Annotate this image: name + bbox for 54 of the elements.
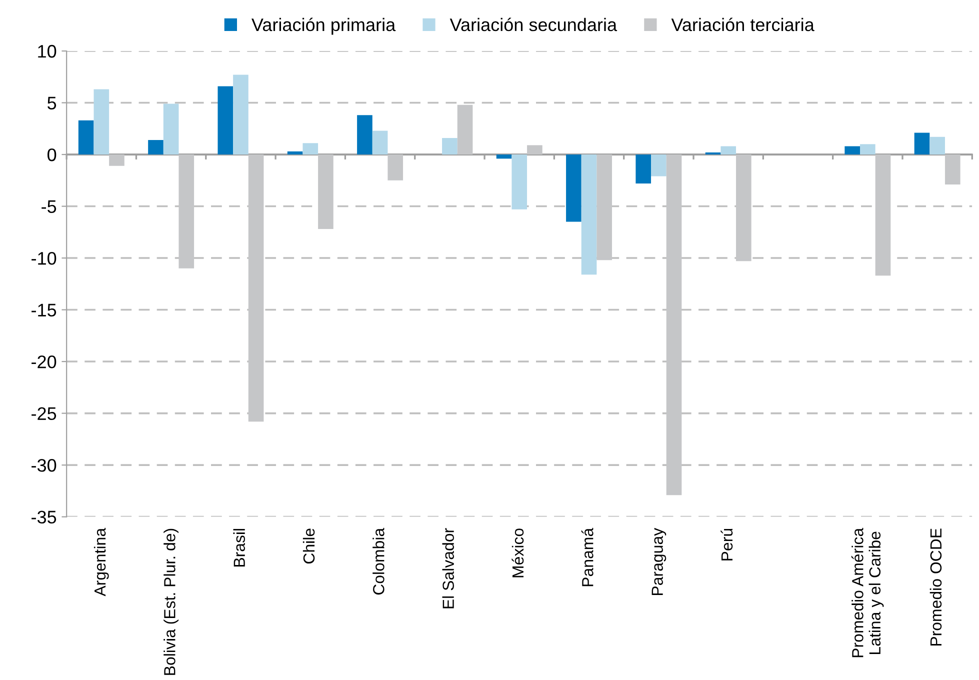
bar (527, 145, 542, 155)
bar (442, 138, 458, 155)
bar (705, 152, 721, 155)
bar (636, 154, 652, 184)
x-tick-label: El Salvador (442, 528, 454, 608)
bar (844, 146, 860, 155)
bar (233, 74, 248, 155)
bar (651, 154, 666, 176)
x-tick-label: Brasil (233, 528, 246, 567)
x-tick-label: Bolivia (Est. Plur. de) (164, 528, 178, 675)
bar (930, 136, 945, 155)
x-tick-label: Argentina (94, 528, 109, 596)
bar (914, 132, 930, 155)
bar (357, 115, 372, 155)
bar (875, 154, 891, 276)
x-tick-label: México (512, 528, 524, 578)
y-tick-label: 5 (48, 96, 56, 110)
y-tick-label: -10 (32, 252, 56, 265)
x-tick-label: Chile (302, 528, 315, 564)
bar (372, 130, 388, 155)
bar (109, 154, 124, 166)
x-tick-label: Panamá (581, 528, 594, 586)
y-tick-label: -30 (32, 458, 56, 472)
y-tick-label: -5 (42, 200, 56, 213)
y-tick-label: -35 (32, 510, 56, 524)
bar (860, 144, 876, 155)
bar (496, 154, 512, 159)
y-tick-label: -20 (32, 355, 56, 368)
bar (287, 151, 303, 155)
y-tick-label: 0 (48, 148, 56, 162)
legend-label: Variación terciaria (671, 18, 814, 32)
bar (302, 143, 318, 155)
x-tick-label: Promedio América Latina y el Caribe (851, 528, 884, 658)
bar (94, 89, 110, 155)
legend-label: Variación primaria (252, 18, 396, 35)
bar (218, 86, 234, 155)
bar (512, 154, 528, 210)
bar (944, 154, 960, 185)
x-tick-label: Perú (720, 528, 733, 560)
bar (318, 154, 334, 230)
bar (581, 154, 597, 275)
bar (720, 146, 736, 155)
bar (566, 154, 582, 222)
y-tick-label: -25 (32, 407, 56, 420)
bar (388, 154, 404, 180)
y-tick-label: -15 (32, 304, 56, 316)
x-tick-label: Colombia (372, 528, 384, 595)
bar (148, 140, 164, 155)
bar (78, 120, 94, 155)
x-tick-label: Paraguay (652, 528, 666, 595)
legend-label: Variación secundaria (450, 18, 618, 32)
bar (163, 104, 179, 155)
y-tick-label: 10 (38, 44, 56, 58)
x-tick-label: Promedio OCDE (930, 528, 942, 646)
